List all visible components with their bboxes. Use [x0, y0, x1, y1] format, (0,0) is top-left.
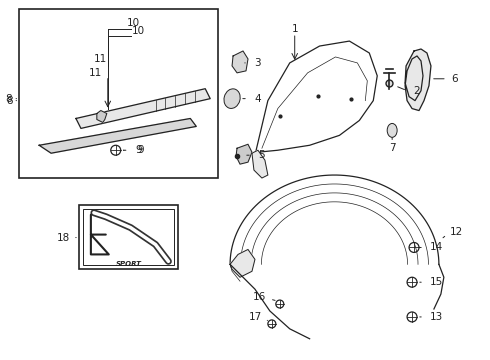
Text: 15: 15 [430, 277, 443, 287]
Polygon shape [405, 49, 431, 111]
Bar [19, 9, 218, 178]
Text: 11: 11 [89, 68, 102, 78]
Text: 8: 8 [5, 94, 12, 104]
Text: 16: 16 [253, 292, 267, 302]
Text: 10: 10 [132, 26, 145, 36]
Text: 10: 10 [127, 18, 140, 28]
Text: 9: 9 [137, 145, 144, 155]
Text: 13: 13 [430, 312, 443, 322]
Ellipse shape [387, 123, 397, 137]
Ellipse shape [224, 89, 240, 108]
Text: 14: 14 [430, 243, 443, 252]
Polygon shape [232, 51, 248, 73]
Text: 11: 11 [94, 54, 107, 64]
Polygon shape [97, 111, 107, 122]
Polygon shape [252, 150, 268, 178]
Text: 3: 3 [255, 58, 261, 68]
Text: 6: 6 [451, 74, 458, 84]
Polygon shape [76, 89, 210, 129]
Text: 7: 7 [389, 143, 395, 153]
Polygon shape [230, 249, 255, 277]
Polygon shape [236, 144, 252, 164]
Bar [83, 209, 174, 265]
Text: 5: 5 [259, 150, 265, 160]
Text: SPORT: SPORT [116, 261, 142, 267]
Bar [79, 205, 178, 269]
Text: 9: 9 [135, 145, 142, 155]
Text: 1: 1 [292, 24, 298, 34]
Text: 18: 18 [56, 233, 70, 243]
Text: 8: 8 [6, 96, 13, 105]
Polygon shape [39, 118, 196, 153]
Text: 12: 12 [450, 226, 464, 237]
Text: 4: 4 [255, 94, 261, 104]
Text: 2: 2 [414, 86, 420, 96]
Text: 17: 17 [248, 312, 262, 322]
